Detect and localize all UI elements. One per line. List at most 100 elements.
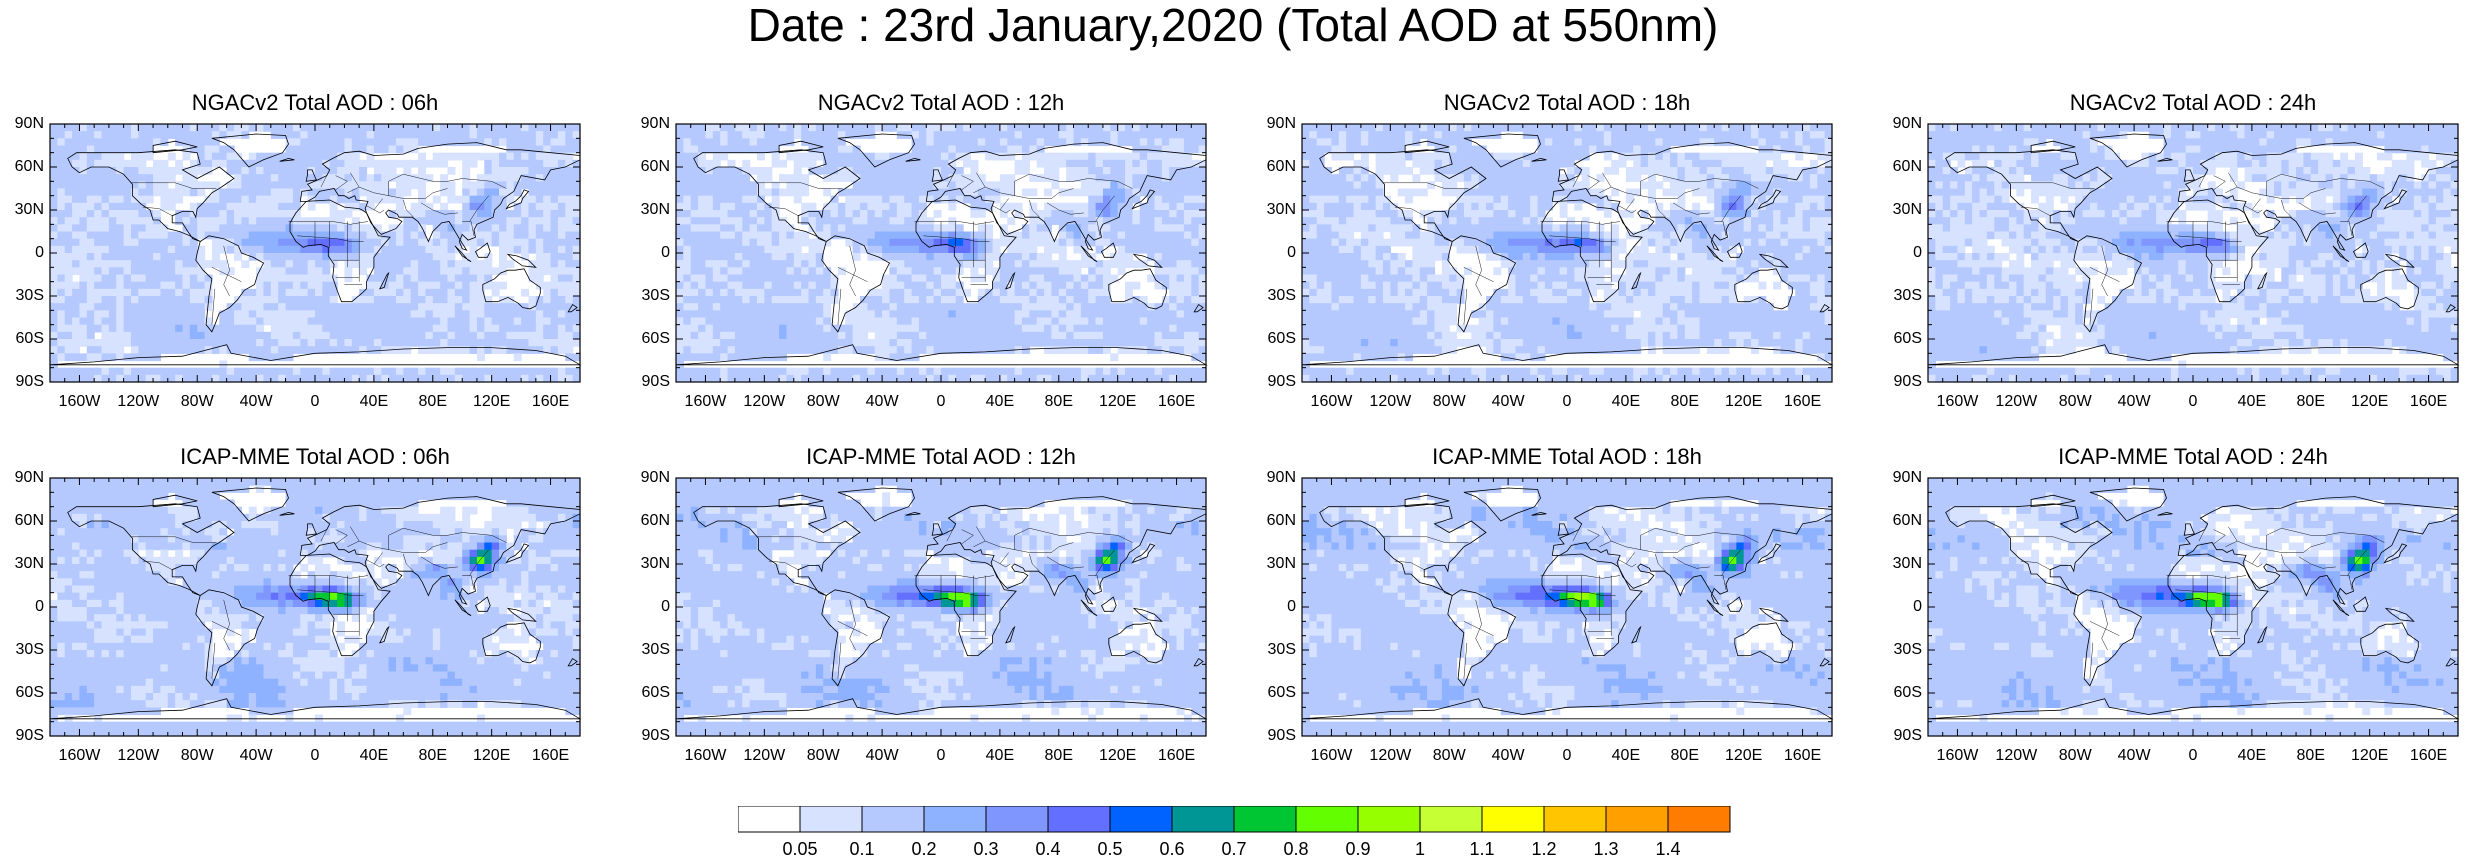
latitude-label: 60N bbox=[1882, 159, 1922, 175]
colorbar-label: 0.8 bbox=[1266, 840, 1326, 858]
latitude-label: 30N bbox=[1256, 202, 1296, 218]
aod-field bbox=[676, 478, 1207, 737]
latitude-label: 60S bbox=[1256, 685, 1296, 701]
latitude-label: 90S bbox=[1882, 728, 1922, 744]
latitude-label: 30S bbox=[4, 288, 44, 304]
longitude-label: 40E bbox=[970, 394, 1030, 410]
latitude-label: 90N bbox=[630, 116, 670, 132]
colorbar-swatch bbox=[800, 806, 862, 832]
latitude-label: 60S bbox=[630, 331, 670, 347]
longitude-label: 80E bbox=[403, 748, 463, 764]
longitude-label: 40E bbox=[1596, 394, 1656, 410]
longitude-label: 80E bbox=[1655, 394, 1715, 410]
longitude-label: 120E bbox=[2340, 394, 2400, 410]
longitude-label: 120E bbox=[1714, 748, 1774, 764]
colorbar-swatches bbox=[738, 806, 1732, 834]
latitude-label: 0 bbox=[630, 245, 670, 261]
longitude-label: 160E bbox=[521, 748, 581, 764]
colorbar-label: 0.3 bbox=[956, 840, 1016, 858]
colorbar-swatch bbox=[1544, 806, 1606, 832]
latitude-label: 30N bbox=[4, 202, 44, 218]
colorbar-swatch bbox=[1420, 806, 1482, 832]
colorbar-swatch bbox=[862, 806, 924, 832]
latitude-label: 90S bbox=[630, 728, 670, 744]
longitude-label: 160W bbox=[49, 748, 109, 764]
longitude-label: 40W bbox=[226, 394, 286, 410]
latitude-label: 90N bbox=[1882, 116, 1922, 132]
longitude-label: 40E bbox=[344, 748, 404, 764]
latitude-label: 30N bbox=[4, 556, 44, 572]
longitude-label: 80E bbox=[1029, 394, 1089, 410]
longitude-label: 160W bbox=[1927, 748, 1987, 764]
longitude-label: 80W bbox=[2045, 394, 2105, 410]
aod-map bbox=[1928, 478, 2458, 736]
panel-title: ICAP-MME Total AOD : 06h bbox=[50, 444, 580, 470]
latitude-label: 90S bbox=[1256, 728, 1296, 744]
latitude-label: 30S bbox=[630, 642, 670, 658]
main-title: Date : 23rd January,2020 (Total AOD at 5… bbox=[0, 0, 2466, 48]
longitude-label: 160E bbox=[2399, 748, 2459, 764]
aod-field bbox=[1928, 478, 2459, 737]
colorbar-swatch bbox=[1172, 806, 1234, 832]
longitude-label: 40W bbox=[2104, 748, 2164, 764]
aod-map bbox=[676, 478, 1206, 736]
colorbar-swatch bbox=[738, 806, 800, 832]
longitude-label: 40W bbox=[1478, 394, 1538, 410]
latitude-label: 60N bbox=[1256, 159, 1296, 175]
aod-field bbox=[50, 124, 581, 383]
longitude-label: 160W bbox=[49, 394, 109, 410]
longitude-label: 40E bbox=[344, 394, 404, 410]
longitude-label: 160W bbox=[675, 394, 735, 410]
aod-map bbox=[50, 478, 580, 736]
colorbar-label: 0.9 bbox=[1328, 840, 1388, 858]
latitude-label: 90N bbox=[4, 470, 44, 486]
panel-title: NGACv2 Total AOD : 06h bbox=[50, 90, 580, 116]
colorbar-swatch bbox=[1234, 806, 1296, 832]
colorbar-swatch bbox=[1110, 806, 1172, 832]
latitude-label: 60N bbox=[4, 159, 44, 175]
latitude-label: 60S bbox=[4, 331, 44, 347]
latitude-label: 30N bbox=[1256, 556, 1296, 572]
longitude-label: 0 bbox=[285, 748, 345, 764]
longitude-label: 40W bbox=[226, 748, 286, 764]
aod-map bbox=[676, 124, 1206, 382]
longitude-label: 80E bbox=[2281, 748, 2341, 764]
panel-title: NGACv2 Total AOD : 18h bbox=[1302, 90, 1832, 116]
latitude-label: 0 bbox=[1882, 245, 1922, 261]
aod-map bbox=[1302, 124, 1832, 382]
longitude-label: 160E bbox=[1773, 394, 1833, 410]
longitude-label: 120W bbox=[1360, 394, 1420, 410]
colorbar-label: 0.1 bbox=[832, 840, 892, 858]
latitude-label: 0 bbox=[1882, 599, 1922, 615]
longitude-label: 120W bbox=[734, 748, 794, 764]
latitude-label: 90N bbox=[630, 470, 670, 486]
latitude-label: 90S bbox=[1256, 374, 1296, 390]
colorbar-label: 0.4 bbox=[1018, 840, 1078, 858]
colorbar-label: 1.3 bbox=[1576, 840, 1636, 858]
colorbar-swatch bbox=[986, 806, 1048, 832]
longitude-label: 80W bbox=[793, 748, 853, 764]
longitude-label: 120E bbox=[1088, 394, 1148, 410]
aod-map bbox=[1302, 478, 1832, 736]
latitude-label: 60S bbox=[1882, 685, 1922, 701]
colorbar-swatch bbox=[1482, 806, 1544, 832]
latitude-label: 30N bbox=[1882, 202, 1922, 218]
latitude-label: 90S bbox=[4, 728, 44, 744]
latitude-label: 30S bbox=[1256, 288, 1296, 304]
longitude-label: 120E bbox=[462, 748, 522, 764]
latitude-label: 90N bbox=[1256, 116, 1296, 132]
longitude-label: 40W bbox=[852, 748, 912, 764]
longitude-label: 160W bbox=[675, 748, 735, 764]
longitude-label: 120E bbox=[462, 394, 522, 410]
latitude-label: 60N bbox=[630, 513, 670, 529]
colorbar-label: 0.7 bbox=[1204, 840, 1264, 858]
longitude-label: 120W bbox=[1986, 394, 2046, 410]
longitude-label: 160E bbox=[521, 394, 581, 410]
colorbar-swatch bbox=[1668, 806, 1730, 832]
